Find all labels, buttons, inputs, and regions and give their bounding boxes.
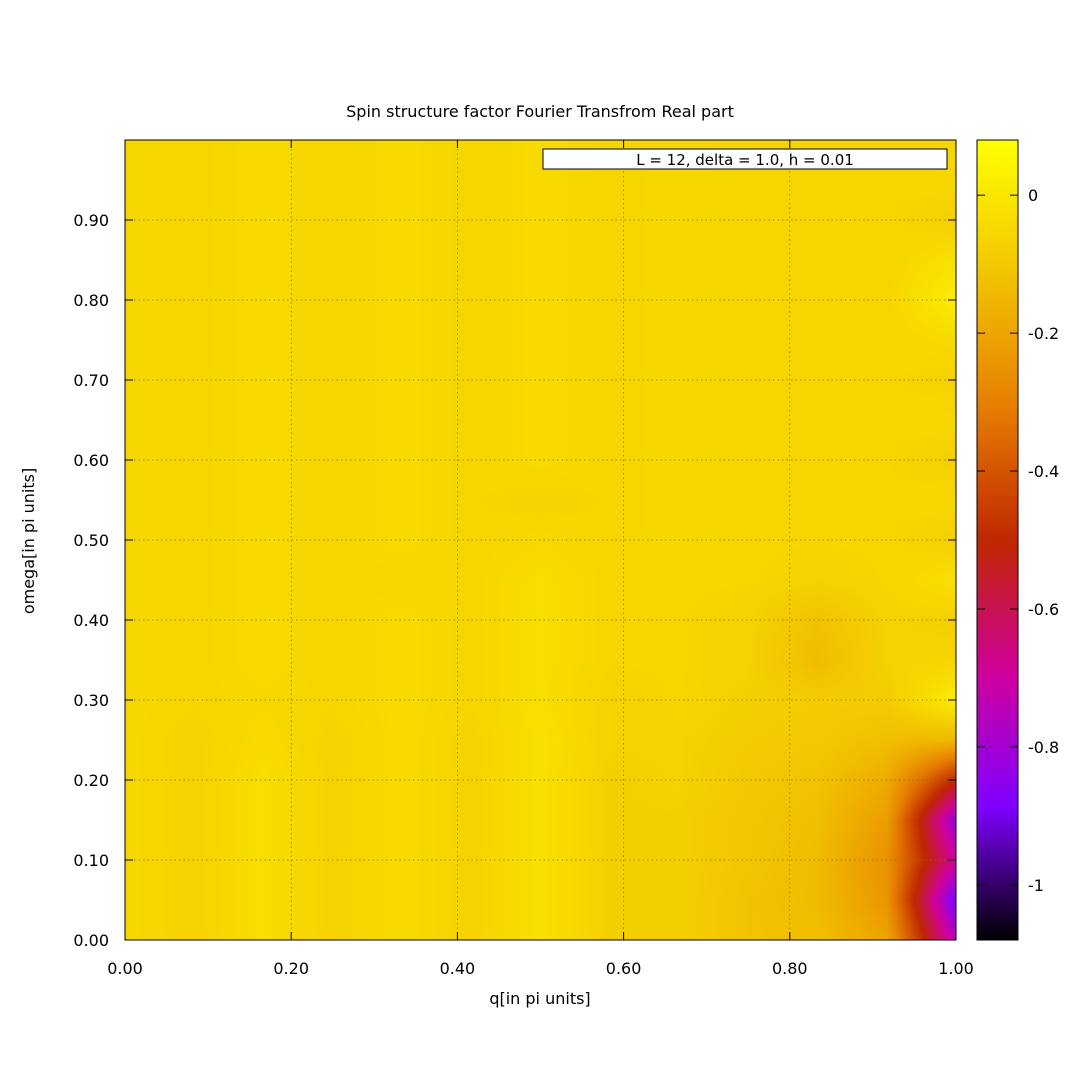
y-tick-label: 0.70 [73, 371, 109, 390]
colorbar-fill [977, 140, 1018, 940]
y-tick-label: 0.60 [73, 451, 109, 470]
x-tick-label: 1.00 [938, 959, 974, 978]
colorbar-frame [976, 139, 1019, 941]
colorbar-tick-label: -0.4 [1028, 462, 1059, 481]
x-tick-label: 0.20 [273, 959, 309, 978]
x-axis-label: q[in pi units] [489, 989, 590, 1008]
chart-title: Spin structure factor Fourier Transfrom … [346, 102, 734, 121]
x-tick-label: 0.00 [107, 959, 143, 978]
grid-lines [125, 140, 956, 940]
colorbar-ticks: -1 -0.8 -0.6 -0.4 -0.2 0 [977, 186, 1059, 895]
y-tick-label: 0.80 [73, 291, 109, 310]
y-tick-label: 0.40 [73, 611, 109, 630]
colorbar-tick-label: -0.2 [1028, 324, 1059, 343]
y-tick-label: 0.90 [73, 211, 109, 230]
y-tick-label: 0.10 [73, 851, 109, 870]
y-tick-label: 0.30 [73, 691, 109, 710]
y-axis-label: omega[in pi units] [19, 468, 38, 614]
legend-label: L = 12, delta = 1.0, h = 0.01 [636, 151, 854, 169]
plot-frame [124, 139, 957, 941]
legend-box: L = 12, delta = 1.0, h = 0.01 [542, 148, 948, 170]
axis-ticks: 0.00 0.20 0.40 0.60 0.80 1.00 0.00 0.10 0.20 0.30… [73, 140, 974, 978]
colorbar-tick-label: -0.6 [1028, 600, 1059, 619]
x-tick-label: 0.60 [606, 959, 642, 978]
colorbar: -1 -0.8 -0.6 -0.4 -0.2 0 [976, 139, 1059, 941]
y-tick-label: 0.50 [73, 531, 109, 550]
y-tick-label: 0.20 [73, 771, 109, 790]
colorbar-tick-label: -0.8 [1028, 738, 1059, 757]
x-tick-label: 0.40 [440, 959, 476, 978]
colorbar-tick-label: 0 [1028, 186, 1038, 205]
colorbar-tick-label: -1 [1028, 876, 1044, 895]
x-tick-label: 0.80 [772, 959, 808, 978]
y-tick-label: 0.00 [73, 931, 109, 950]
